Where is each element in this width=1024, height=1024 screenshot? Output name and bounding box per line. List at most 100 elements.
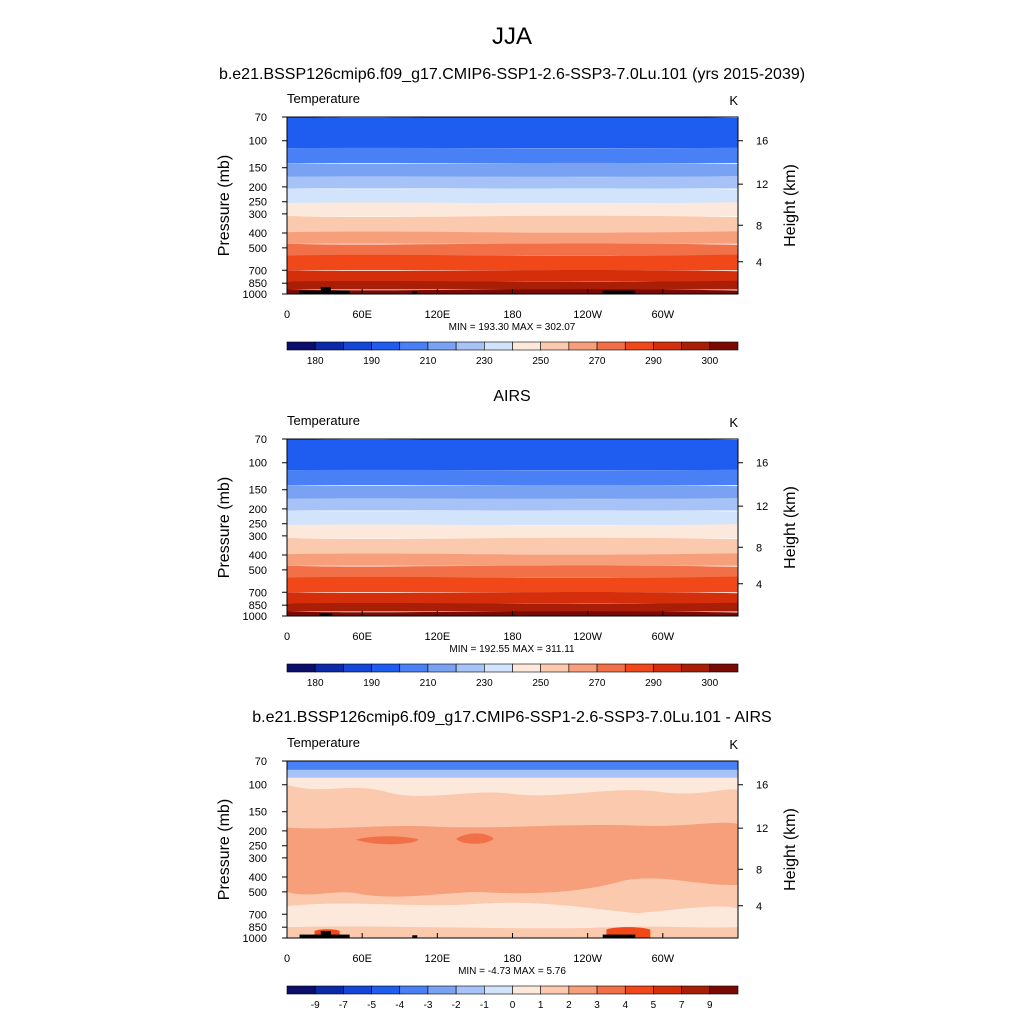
y-tick-label: 100 <box>249 780 267 792</box>
colorbar-swatch <box>371 341 401 351</box>
terrain-mask <box>602 934 636 938</box>
colorbar-swatch <box>314 341 344 351</box>
colorbar-label: 210 <box>420 356 437 367</box>
colorbar-swatch <box>568 985 598 995</box>
colorbar-label: -7 <box>339 1000 348 1011</box>
units-label: K <box>729 737 738 752</box>
units-label: K <box>729 93 738 108</box>
colorbar-label: 230 <box>476 356 493 367</box>
y-tick-label: 100 <box>249 136 267 148</box>
contour-band <box>287 215 738 233</box>
x-tick-label: 120E <box>424 309 450 321</box>
colorbar-swatch <box>455 985 485 995</box>
colorbar-swatch <box>399 663 429 673</box>
y2-tick-label: 16 <box>756 136 768 148</box>
colorbar-label: 300 <box>701 678 718 689</box>
x-tick-label: 60E <box>352 309 372 321</box>
colorbar-swatch <box>653 985 682 995</box>
y2-tick-label: 8 <box>756 864 762 876</box>
colorbar-swatch <box>540 663 570 673</box>
colorbar-swatch <box>512 341 541 351</box>
field-label: Temperature <box>287 91 360 106</box>
panel-difference: Temperature K7010015020025030040050070085… <box>216 735 799 1011</box>
y-tick-label: 300 <box>249 853 267 865</box>
contour-band <box>456 833 494 844</box>
season-title: JJA <box>492 23 532 50</box>
y2-tick-label: 8 <box>756 542 762 554</box>
colorbar-swatch <box>399 985 429 995</box>
contour-band <box>287 202 738 217</box>
y-tick-label: 150 <box>249 485 267 497</box>
x-tick-label: 60W <box>652 309 675 321</box>
colorbar-swatch <box>399 341 429 351</box>
y-tick-label: 70 <box>255 756 267 768</box>
colorbar-swatch <box>286 341 316 351</box>
contour-band <box>287 439 738 471</box>
y2-axis-title: Height (km) <box>782 164 799 247</box>
colorbar-swatch <box>343 663 372 673</box>
y-tick-label: 400 <box>249 872 267 884</box>
terrain-mask <box>320 930 331 938</box>
colorbar-label: -5 <box>367 1000 376 1011</box>
colorbar-label: 7 <box>679 1000 685 1011</box>
y-tick-label: 700 <box>249 265 267 277</box>
colorbar-swatch <box>343 341 372 351</box>
contour-band <box>287 280 738 290</box>
colorbar-swatch <box>427 341 457 351</box>
colorbar-swatch <box>286 985 316 995</box>
y-tick-label: 100 <box>249 458 267 470</box>
contour-band <box>287 553 738 566</box>
terrain-mask <box>320 286 331 294</box>
panel-obs: Temperature K7010015020025030040050070085… <box>216 413 799 689</box>
x-tick-label: 60W <box>652 631 675 643</box>
minmax-label: MIN = 192.55 MAX = 311.11 <box>449 644 575 655</box>
colorbar-label: 290 <box>645 356 662 367</box>
y-tick-label: 70 <box>255 112 267 124</box>
y-tick-label: 850 <box>249 922 267 934</box>
colorbar-label: -3 <box>423 1000 432 1011</box>
colorbar-label: -1 <box>480 1000 489 1011</box>
panel-model: Temperature K7010015020025030040050070085… <box>216 91 799 367</box>
colorbar-swatch <box>314 663 344 673</box>
y2-tick-label: 12 <box>756 179 768 191</box>
colorbar-swatch <box>596 663 626 673</box>
colorbar-swatch <box>286 663 316 673</box>
y-tick-label: 150 <box>249 163 267 175</box>
colorbar-swatch <box>314 985 344 995</box>
contour-band <box>287 498 738 511</box>
obs-panel-title: AIRS <box>493 388 530 405</box>
colorbar-label: 190 <box>363 678 380 689</box>
minmax-label: MIN = 193.30 MAX = 302.07 <box>449 322 576 333</box>
colorbar-swatch <box>484 985 513 995</box>
colorbar-label: 250 <box>532 678 549 689</box>
colorbar-label: 250 <box>532 356 549 367</box>
colorbar-swatch <box>681 663 711 673</box>
contour-band <box>355 836 419 845</box>
colorbar-label: 180 <box>307 356 324 367</box>
colorbar-label: 9 <box>707 1000 713 1011</box>
colorbar-swatch <box>427 663 457 673</box>
colorbar-label: 180 <box>307 678 324 689</box>
field-label: Temperature <box>287 413 360 428</box>
colorbar-swatch <box>371 985 401 995</box>
x-tick-label: 60W <box>652 953 675 965</box>
x-tick-label: 180 <box>503 631 521 643</box>
x-tick-label: 0 <box>284 309 290 321</box>
colorbar-swatch <box>653 341 682 351</box>
contour-band <box>287 524 738 539</box>
colorbar-label: 3 <box>594 1000 600 1011</box>
terrain-mask <box>412 291 418 294</box>
y-tick-label: 200 <box>249 826 267 838</box>
y-tick-label: 500 <box>249 565 267 577</box>
colorbar-label: 270 <box>589 678 606 689</box>
y-tick-label: 500 <box>249 243 267 255</box>
y-axis-title: Pressure (mb) <box>216 477 233 578</box>
colorbar-swatch <box>512 985 541 995</box>
y-tick-label: 850 <box>249 600 267 612</box>
colorbar-swatch <box>540 341 570 351</box>
y2-tick-label: 4 <box>756 257 762 269</box>
colorbar-swatch <box>540 985 570 995</box>
colorbar-label: 4 <box>622 1000 628 1011</box>
diff-panel-title: b.e21.BSSP126cmip6.f09_g17.CMIP6-SSP1-2.… <box>252 709 771 726</box>
